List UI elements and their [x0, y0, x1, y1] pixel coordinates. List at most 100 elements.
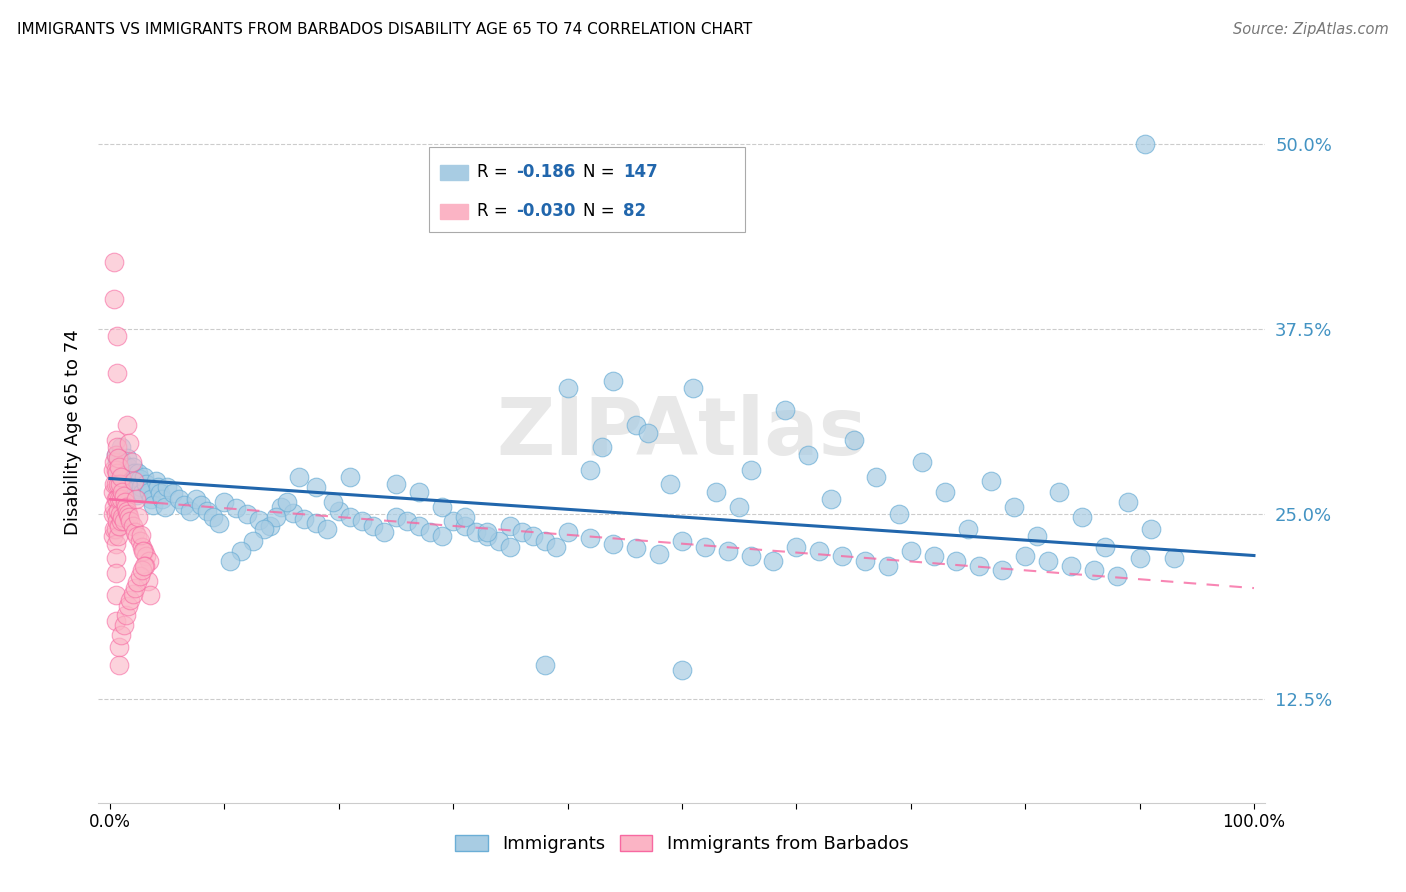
- Point: [127, 510, 149, 524]
- Point: [842, 433, 865, 447]
- Point: [219, 554, 242, 568]
- Point: [118, 468, 141, 483]
- Point: [104, 566, 127, 581]
- Point: [533, 658, 555, 673]
- Point: [1014, 549, 1036, 563]
- Point: [128, 533, 150, 548]
- Point: [131, 486, 153, 500]
- Point: [682, 381, 704, 395]
- Point: [820, 492, 842, 507]
- Point: [579, 462, 602, 476]
- Point: [499, 519, 522, 533]
- Point: [728, 500, 751, 514]
- Point: [242, 533, 264, 548]
- Point: [225, 501, 247, 516]
- Point: [1049, 484, 1071, 499]
- Point: [945, 554, 967, 568]
- Point: [107, 529, 129, 543]
- Point: [121, 459, 143, 474]
- Point: [305, 516, 328, 530]
- Point: [624, 541, 647, 555]
- Point: [114, 495, 136, 509]
- Point: [322, 495, 344, 509]
- Point: [889, 507, 911, 521]
- Point: [453, 519, 475, 533]
- Point: [488, 533, 510, 548]
- Point: [499, 540, 522, 554]
- Text: 82: 82: [623, 202, 645, 220]
- Point: [373, 524, 395, 539]
- Text: N =: N =: [583, 202, 620, 220]
- Point: [131, 563, 153, 577]
- Point: [136, 574, 159, 588]
- Point: [276, 495, 298, 509]
- Point: [591, 441, 613, 455]
- Point: [120, 593, 142, 607]
- Point: [408, 519, 430, 533]
- Point: [281, 506, 304, 520]
- Point: [762, 554, 785, 568]
- Point: [292, 511, 315, 525]
- Point: [740, 462, 762, 476]
- Point: [179, 504, 201, 518]
- Point: [105, 466, 128, 480]
- Point: [121, 455, 143, 469]
- Point: [124, 475, 146, 489]
- Point: [134, 470, 156, 484]
- Point: [717, 544, 740, 558]
- Text: R =: R =: [477, 163, 513, 181]
- Point: [103, 529, 125, 543]
- Point: [120, 515, 142, 529]
- Point: [107, 450, 129, 465]
- Point: [110, 441, 132, 455]
- Point: [104, 492, 127, 507]
- Point: [135, 549, 157, 563]
- Point: [112, 618, 135, 632]
- Point: [1060, 558, 1083, 573]
- Point: [104, 433, 127, 447]
- Point: [111, 510, 134, 524]
- Point: [135, 477, 157, 491]
- Point: [659, 477, 682, 491]
- Point: [134, 544, 156, 558]
- Point: [115, 607, 138, 622]
- Point: [129, 480, 152, 494]
- Point: [350, 515, 373, 529]
- Point: [124, 581, 146, 595]
- Point: [104, 614, 127, 628]
- Point: [876, 558, 898, 573]
- Point: [253, 522, 276, 536]
- Point: [969, 558, 991, 573]
- Point: [103, 484, 125, 499]
- Point: [911, 455, 934, 469]
- Point: [104, 477, 127, 491]
- Point: [108, 459, 131, 474]
- Point: [107, 462, 129, 476]
- Point: [138, 554, 160, 568]
- Point: [1128, 551, 1150, 566]
- Point: [115, 450, 138, 465]
- Point: [115, 480, 138, 494]
- Point: [339, 510, 361, 524]
- Point: [339, 470, 361, 484]
- Point: [1135, 136, 1157, 151]
- Point: [104, 507, 127, 521]
- Point: [544, 540, 567, 554]
- Point: [108, 519, 131, 533]
- Point: [112, 489, 135, 503]
- Point: [108, 658, 131, 673]
- Point: [111, 455, 134, 469]
- Point: [247, 513, 270, 527]
- Point: [127, 466, 149, 480]
- Point: [107, 477, 129, 491]
- Point: [118, 510, 141, 524]
- Point: [385, 510, 408, 524]
- Point: [1116, 495, 1139, 509]
- Point: [704, 484, 727, 499]
- Point: [173, 498, 195, 512]
- Point: [103, 500, 125, 514]
- Point: [430, 529, 453, 543]
- Point: [231, 544, 253, 558]
- Point: [797, 448, 820, 462]
- Point: [579, 531, 602, 545]
